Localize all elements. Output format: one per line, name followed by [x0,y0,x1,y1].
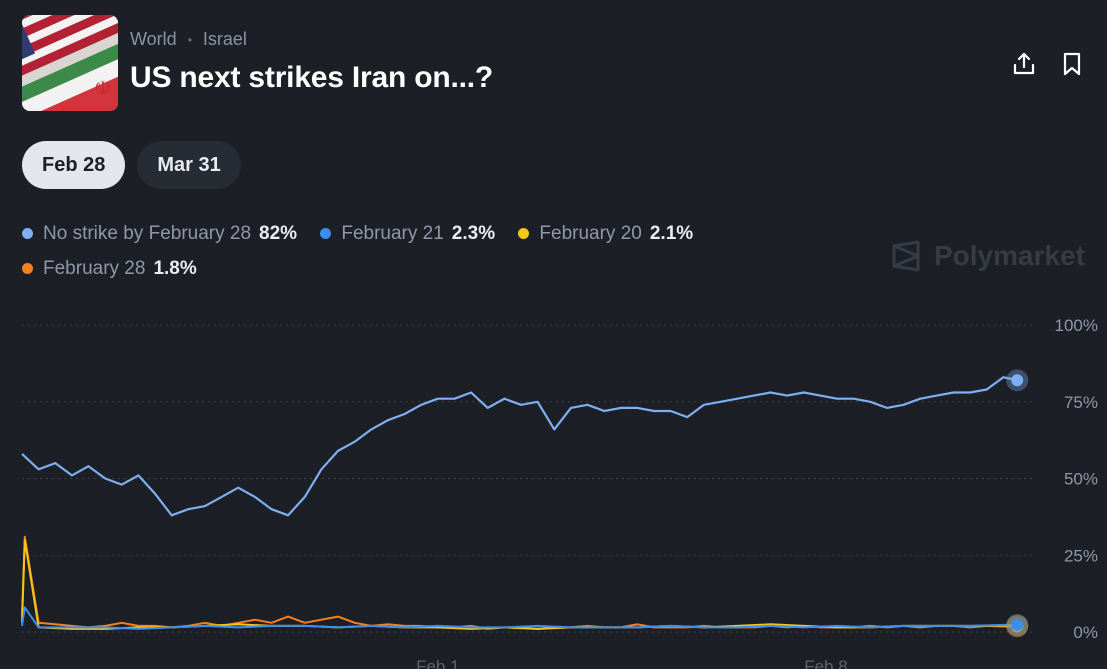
bookmark-icon [1063,52,1081,76]
legend-value: 2.1% [649,223,694,244]
legend-value: 1.8% [153,258,197,279]
market-thumbnail[interactable]: ☫ [22,15,118,111]
chart-legend: No strike by February 28 82% February 21… [22,216,872,286]
market-header: ☫ World • Israel US next strikes Iran on… [22,15,1087,111]
y-tick-label: 25% [1064,546,1098,565]
series-end-point[interactable] [1011,374,1024,387]
svg-text:☫: ☫ [94,76,112,100]
polymarket-logo-icon [892,240,920,272]
watermark-text: Polymarket [934,240,1085,271]
y-tick-label: 0% [1073,623,1098,642]
legend-item-feb-21[interactable]: February 21 2.3% [320,216,495,251]
series-line-february-20[interactable] [21,538,1018,630]
breadcrumb: World • Israel [130,29,247,50]
legend-value: 2.3% [451,223,496,244]
series-end-point[interactable] [1011,618,1024,631]
breadcrumb-israel[interactable]: Israel [202,29,247,49]
legend-label: No strike by February 28 [43,223,252,244]
legend-dot [22,263,33,274]
x-tick-label: Feb 8 [804,657,847,669]
price-chart[interactable]: 100% 75% 50% 25% 0% Feb 1 Feb 8 [0,300,1107,669]
x-tick-label: Feb 1 [416,657,459,669]
legend-label: February 21 [341,223,444,244]
chart-endpoints [1006,369,1029,638]
tab-feb-28[interactable]: Feb 28 [22,141,126,189]
legend-dot [22,228,33,239]
y-tick-label: 50% [1064,470,1098,489]
legend-label: February 20 [539,223,642,244]
series-line-no-strike-by-february-28[interactable] [21,376,1018,517]
polymarket-watermark: Polymarket [890,240,1085,272]
y-axis-ticks: 100% 75% 50% 25% 0% [1055,316,1098,642]
share-icon [1013,52,1035,75]
y-tick-label: 100% [1055,316,1098,335]
legend-label: February 28 [43,258,146,279]
us-iran-flags-image: ☫ [22,15,118,111]
date-tabs: Feb 28 Mar 31 [22,141,241,189]
legend-item-feb-20[interactable]: February 20 2.1% [518,216,693,251]
x-axis-ticks: Feb 1 Feb 8 [416,657,848,669]
y-tick-label: 75% [1064,393,1098,412]
series-line-february-21[interactable] [21,606,1018,630]
legend-dot [518,228,530,239]
series-line-february-28[interactable] [21,535,1018,630]
chart-series [21,376,1018,630]
legend-item-no-strike[interactable]: No strike by February 28 82% [22,216,297,251]
legend-item-feb-28[interactable]: February 28 1.8% [22,251,197,286]
page-title: US next strikes Iran on...? [130,61,494,94]
bookmark-button[interactable] [1059,51,1085,77]
breadcrumb-separator: • [187,32,192,47]
legend-dot [320,228,332,239]
breadcrumb-world[interactable]: World [130,29,177,49]
tab-mar-31[interactable]: Mar 31 [137,141,241,189]
legend-value: 82% [259,223,298,244]
chart-grid [22,324,1035,633]
share-button[interactable] [1011,51,1037,77]
